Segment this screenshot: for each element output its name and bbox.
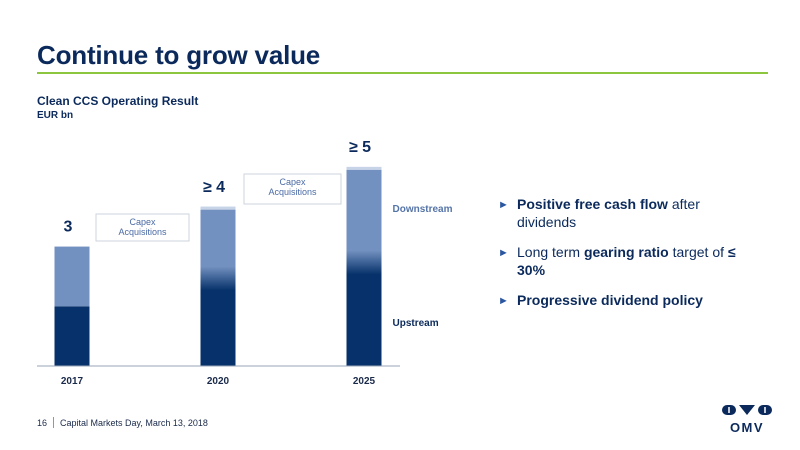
bar-downstream-2017	[54, 246, 90, 307]
chart-unit: EUR bn	[37, 110, 74, 121]
footer-text: Capital Markets Day, March 13, 2018	[60, 418, 208, 428]
bar-fade-top-2025	[346, 166, 382, 179]
title-underline	[37, 72, 768, 74]
chart-title: Clean CCS Operating Result	[37, 94, 199, 108]
series-label-upstream: Upstream	[393, 318, 439, 329]
bullet-arrow-icon: ►	[498, 247, 509, 259]
bullet-item: ► Long term gearing ratio target of ≤ 30%	[498, 243, 753, 279]
total-label-2017: 3	[64, 219, 73, 236]
bullet-emphasis: ≤ 30%	[517, 244, 736, 278]
omv-logo: OMV	[722, 405, 772, 435]
bullet-item: ► Progressive dividend policy	[498, 291, 753, 309]
logo-wordmark: OMV	[730, 420, 764, 435]
bar-fade-edge-2025	[346, 166, 382, 170]
bullet-item: ► Positive free cash flow after dividends	[498, 195, 753, 231]
annotation-text: Acquisitions	[268, 187, 317, 197]
bar-fade-top-2020	[200, 206, 236, 219]
bullet-arrow-icon: ►	[498, 199, 509, 211]
bullet-text: after dividends	[517, 196, 700, 230]
bar-upstream-2020	[200, 278, 236, 366]
x-tick-label-2017: 2017	[61, 376, 84, 387]
footer-separator	[53, 417, 55, 428]
bullet-emphasis: Progressive dividend policy	[517, 292, 703, 308]
total-label-2020: ≥ 4	[203, 179, 225, 196]
bar-downstream-2020	[200, 206, 236, 279]
page-number: 16	[37, 418, 48, 428]
annotation-text: Capex	[129, 217, 156, 227]
bar-fade-edge-2020	[200, 206, 236, 210]
bar-blend-2025	[346, 250, 382, 275]
bar-upstream-2017	[54, 306, 90, 366]
annotation-box	[95, 213, 190, 242]
series-label-downstream: Downstream	[393, 204, 453, 215]
x-tick-label-2020: 2020	[207, 376, 230, 387]
bar-downstream-2025	[346, 166, 382, 263]
bullet-text: Long term	[517, 244, 584, 260]
bullet-text: target of	[668, 244, 728, 260]
page-title: Continue to grow value	[37, 40, 321, 70]
x-tick-label-2025: 2025	[353, 376, 376, 387]
footer: 16 Capital Markets Day, March 13, 2018	[37, 417, 208, 428]
bar-upstream-2025	[346, 262, 382, 366]
bullet-emphasis: Positive free cash flow	[517, 196, 668, 212]
annotation-text: Capex	[279, 177, 306, 187]
bullet-arrow-icon: ►	[498, 295, 509, 307]
total-label-2025: ≥ 5	[349, 139, 371, 156]
bar-blend-2020	[200, 266, 236, 291]
annotation-text: Acquisitions	[118, 227, 167, 237]
bullet-list: ► Positive free cash flow after dividends…	[498, 195, 753, 321]
annotation-box	[243, 173, 342, 205]
bullet-emphasis: gearing ratio	[583, 244, 669, 260]
